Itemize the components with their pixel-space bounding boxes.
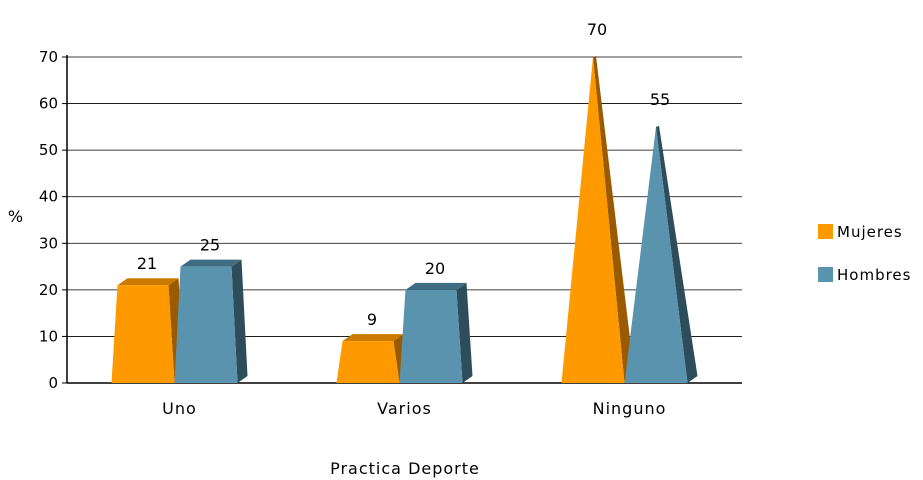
data-label: 55	[650, 90, 670, 109]
bar-top	[342, 334, 404, 342]
y-tick-label: 50	[39, 141, 58, 159]
y-tick-label: 0	[48, 374, 58, 392]
bar	[111, 285, 175, 383]
data-label: 9	[367, 310, 377, 329]
y-tick-label: 30	[39, 234, 58, 252]
y-tick-label: 70	[39, 48, 58, 66]
legend-label: Hombres	[837, 266, 911, 284]
bar-side	[656, 125, 698, 383]
data-label: 70	[587, 20, 607, 39]
bar	[624, 126, 688, 383]
y-tick-label: 20	[39, 281, 58, 299]
bar	[174, 266, 238, 383]
x-tick-label: Uno	[162, 399, 197, 418]
bar	[561, 57, 625, 383]
x-tick-label: Varios	[377, 399, 432, 418]
bar	[399, 289, 463, 383]
bar	[336, 341, 400, 383]
data-label: 21	[137, 254, 157, 273]
legend-label: Mujeres	[837, 223, 903, 241]
y-tick-label: 40	[39, 188, 58, 206]
bar-top	[405, 282, 467, 290]
x-axis-title: Practica Deporte	[330, 459, 480, 478]
data-label: 25	[200, 236, 220, 255]
x-tick-label: Ninguno	[593, 399, 667, 418]
bar-side	[456, 282, 473, 383]
y-tick-label: 10	[39, 327, 58, 345]
legend-swatch	[818, 267, 833, 282]
y-tick-label: 60	[39, 95, 58, 113]
bar-side	[593, 56, 635, 383]
y-axis-title: %	[8, 207, 24, 226]
data-label: 20	[425, 259, 445, 278]
bar-top	[180, 259, 242, 267]
legend-swatch	[818, 224, 833, 239]
bar-side	[231, 259, 248, 383]
bar-top	[117, 278, 179, 286]
